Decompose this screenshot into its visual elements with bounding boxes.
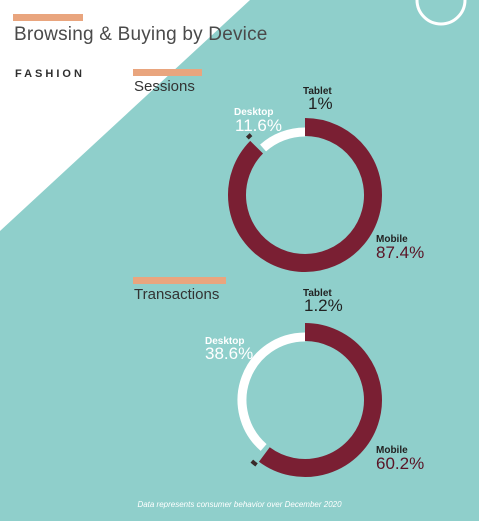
transactions-donut-chart	[237, 323, 382, 477]
transactions-desktop-slice	[237, 332, 306, 451]
transactions-mobile-slice	[258, 323, 382, 477]
sessions-donut-chart	[228, 118, 382, 272]
transactions-mobile-value: 60.2%	[376, 454, 425, 473]
transactions-label: Transactions	[134, 286, 220, 303]
sessions-tablet-value: 1%	[308, 94, 333, 113]
transactions-accent-bar	[133, 277, 226, 284]
transactions-tablet-slice	[250, 459, 258, 467]
sessions-tablet-slice	[245, 133, 253, 140]
transactions-tablet-name: Tablet	[303, 288, 332, 299]
page-title: Browsing & Buying by Device	[14, 24, 268, 45]
sessions-mobile-slice	[228, 118, 382, 272]
transactions-desktop-name: Desktop	[205, 336, 245, 347]
transactions-desktop-value: 38.6%	[205, 344, 254, 363]
corner-ring-decoration	[415, 0, 467, 26]
sessions-label: Sessions	[134, 78, 195, 95]
sessions-accent-bar	[133, 69, 202, 76]
sessions-desktop-value: 11.6%	[235, 116, 282, 135]
footnote: Data represents consumer behavior over D…	[137, 500, 342, 509]
sessions-mobile-value: 87.4%	[376, 243, 425, 262]
sessions-mobile-name: Mobile	[376, 234, 408, 245]
sessions-desktop-name: Desktop	[234, 107, 274, 118]
page-subtitle: FASHION	[15, 68, 85, 80]
transactions-tablet-value: 1.2%	[304, 296, 343, 315]
sessions-desktop-slice	[260, 127, 306, 152]
transactions-mobile-name: Mobile	[376, 445, 408, 456]
title-accent-bar	[13, 14, 83, 21]
sessions-tablet-name: Tablet	[303, 86, 332, 97]
